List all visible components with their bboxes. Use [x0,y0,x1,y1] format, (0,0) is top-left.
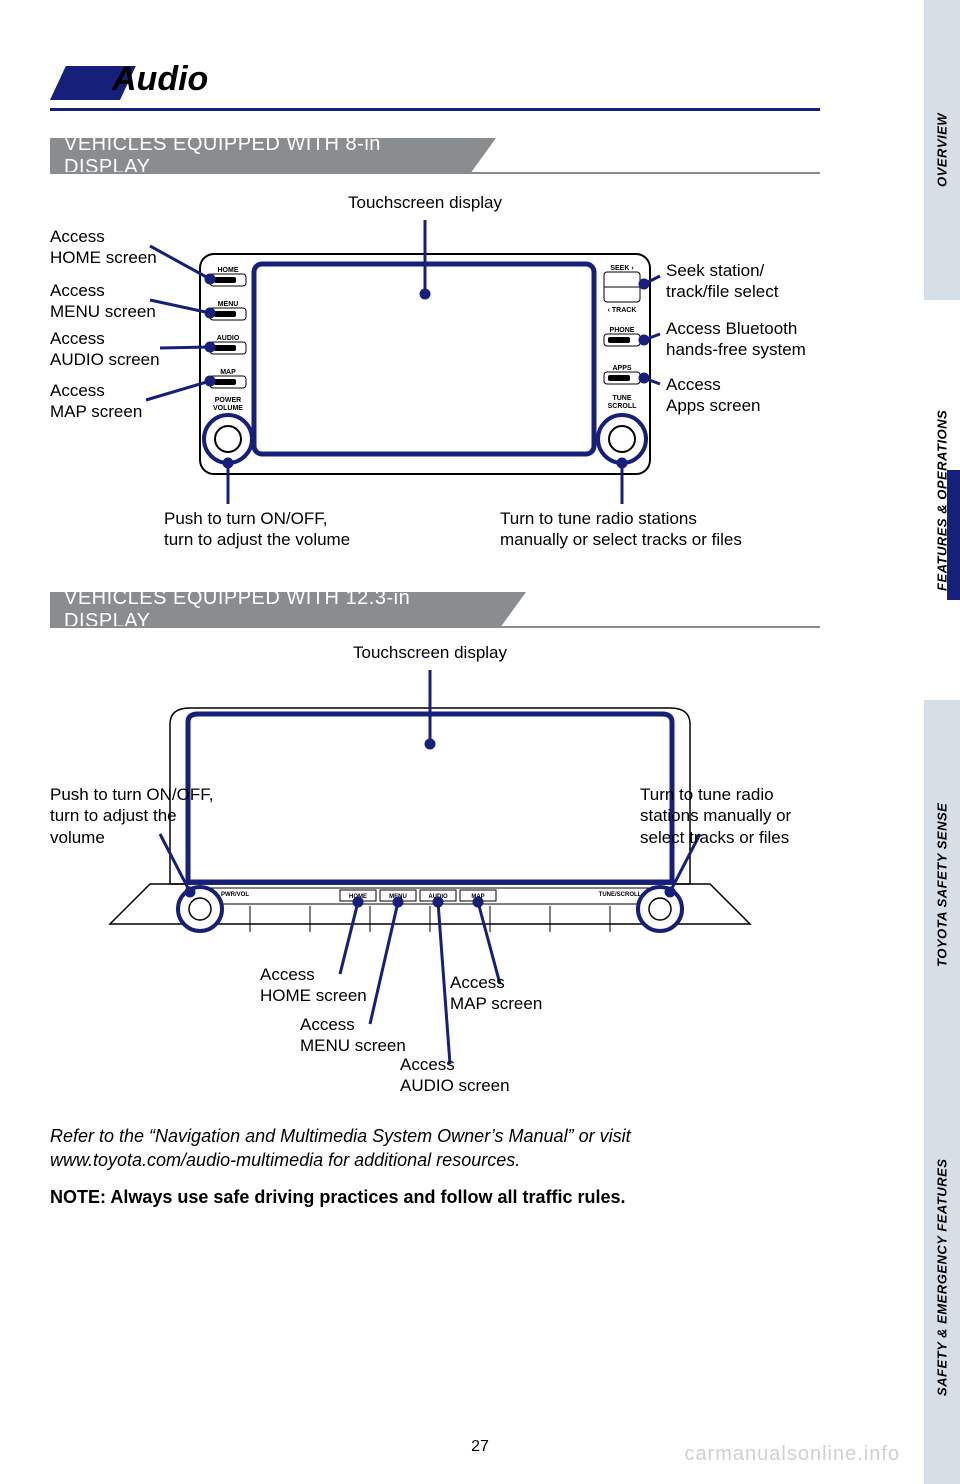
tab-emergency: SAFETY & EMERGENCY FEATURES [924,1070,960,1484]
svg-text:VOLUME: VOLUME [213,405,243,412]
body-text: Refer to the “Navigation and Multimedia … [50,1124,820,1173]
d1-touchscreen: Touchscreen display [348,192,502,213]
side-tabs: OVERVIEW FEATURES & OPERATIONS TOYOTA SA… [870,0,960,1484]
diagram-12in: PWR/VOL HOME MENU AUDIO MAP TUNE/SCROLL [50,634,820,1094]
tab-safety-sense: TOYOTA SAFETY SENSE [924,700,960,1070]
d1-tune: Turn to tune radio stations manually or … [500,508,742,551]
svg-text:MENU: MENU [218,301,239,308]
section2-rule [50,626,820,628]
d2-map: Access MAP screen [450,972,542,1015]
d1-seek: Seek station/ track/file select [666,260,778,303]
svg-text:SEEK ›: SEEK › [610,265,634,272]
svg-text:AUDIO: AUDIO [217,335,240,342]
d1-bluetooth: Access Bluetooth hands-free system [666,318,806,361]
d1-apps: Access Apps screen [666,374,761,417]
d2-power: Push to turn ON/OFF, turn to adjust the … [50,784,213,848]
d1-power: Push to turn ON/OFF, turn to adjust the … [164,508,350,551]
svg-text:APPS: APPS [612,365,631,372]
svg-text:TUNE: TUNE [612,395,631,402]
section2-banner: VEHICLES EQUIPPED WITH 12.3-in DISPLAY [50,592,820,628]
d2-touchscreen: Touchscreen display [353,642,507,663]
heading-rule [50,108,820,111]
d2-tune: Turn to tune radio stations manually or … [640,784,791,848]
tab-active-accent [947,470,960,600]
section1-rule [50,172,820,174]
svg-text:HOME: HOME [218,267,239,274]
svg-text:MAP: MAP [220,369,236,376]
note-text: NOTE: Always use safe driving practices … [50,1187,820,1208]
page-content: Audio VEHICLES EQUIPPED WITH 8-in DISPLA… [0,0,870,1484]
page-heading: Audio [50,60,820,120]
diagram-8in: HOME MENU AUDIO MAP POWERVOLUME SEEK › ‹… [50,184,820,574]
section1-tri [470,138,496,174]
d1-home: Access HOME screen [50,226,157,269]
d2-audio: Access AUDIO screen [400,1054,510,1097]
svg-text:POWER: POWER [215,397,241,404]
svg-text:SCROLL: SCROLL [608,403,638,410]
d1-menu: Access MENU screen [50,280,156,323]
d1-audio: Access AUDIO screen [50,328,160,371]
svg-text:PWR/VOL: PWR/VOL [221,892,249,898]
page-title: Audio [112,60,208,99]
d2-home: Access HOME screen [260,964,367,1007]
page-number: 27 [471,1438,489,1456]
svg-text:TUNE/SCROLL: TUNE/SCROLL [599,892,642,898]
section1-title: VEHICLES EQUIPPED WITH 8-in DISPLAY [50,138,470,174]
section2-tri [500,592,526,628]
section2-title: VEHICLES EQUIPPED WITH 12.3-in DISPLAY [50,592,500,628]
svg-text:‹ TRACK: ‹ TRACK [608,307,637,314]
watermark: carmanualsonline.info [684,1443,900,1466]
diagram-12in-svg: PWR/VOL HOME MENU AUDIO MAP TUNE/SCROLL [50,634,820,1094]
svg-text:PHONE: PHONE [610,327,635,334]
tab-overview: OVERVIEW [924,0,960,300]
section1-banner: VEHICLES EQUIPPED WITH 8-in DISPLAY [50,138,820,174]
d1-map: Access MAP screen [50,380,142,423]
d2-menu: Access MENU screen [300,1014,406,1057]
